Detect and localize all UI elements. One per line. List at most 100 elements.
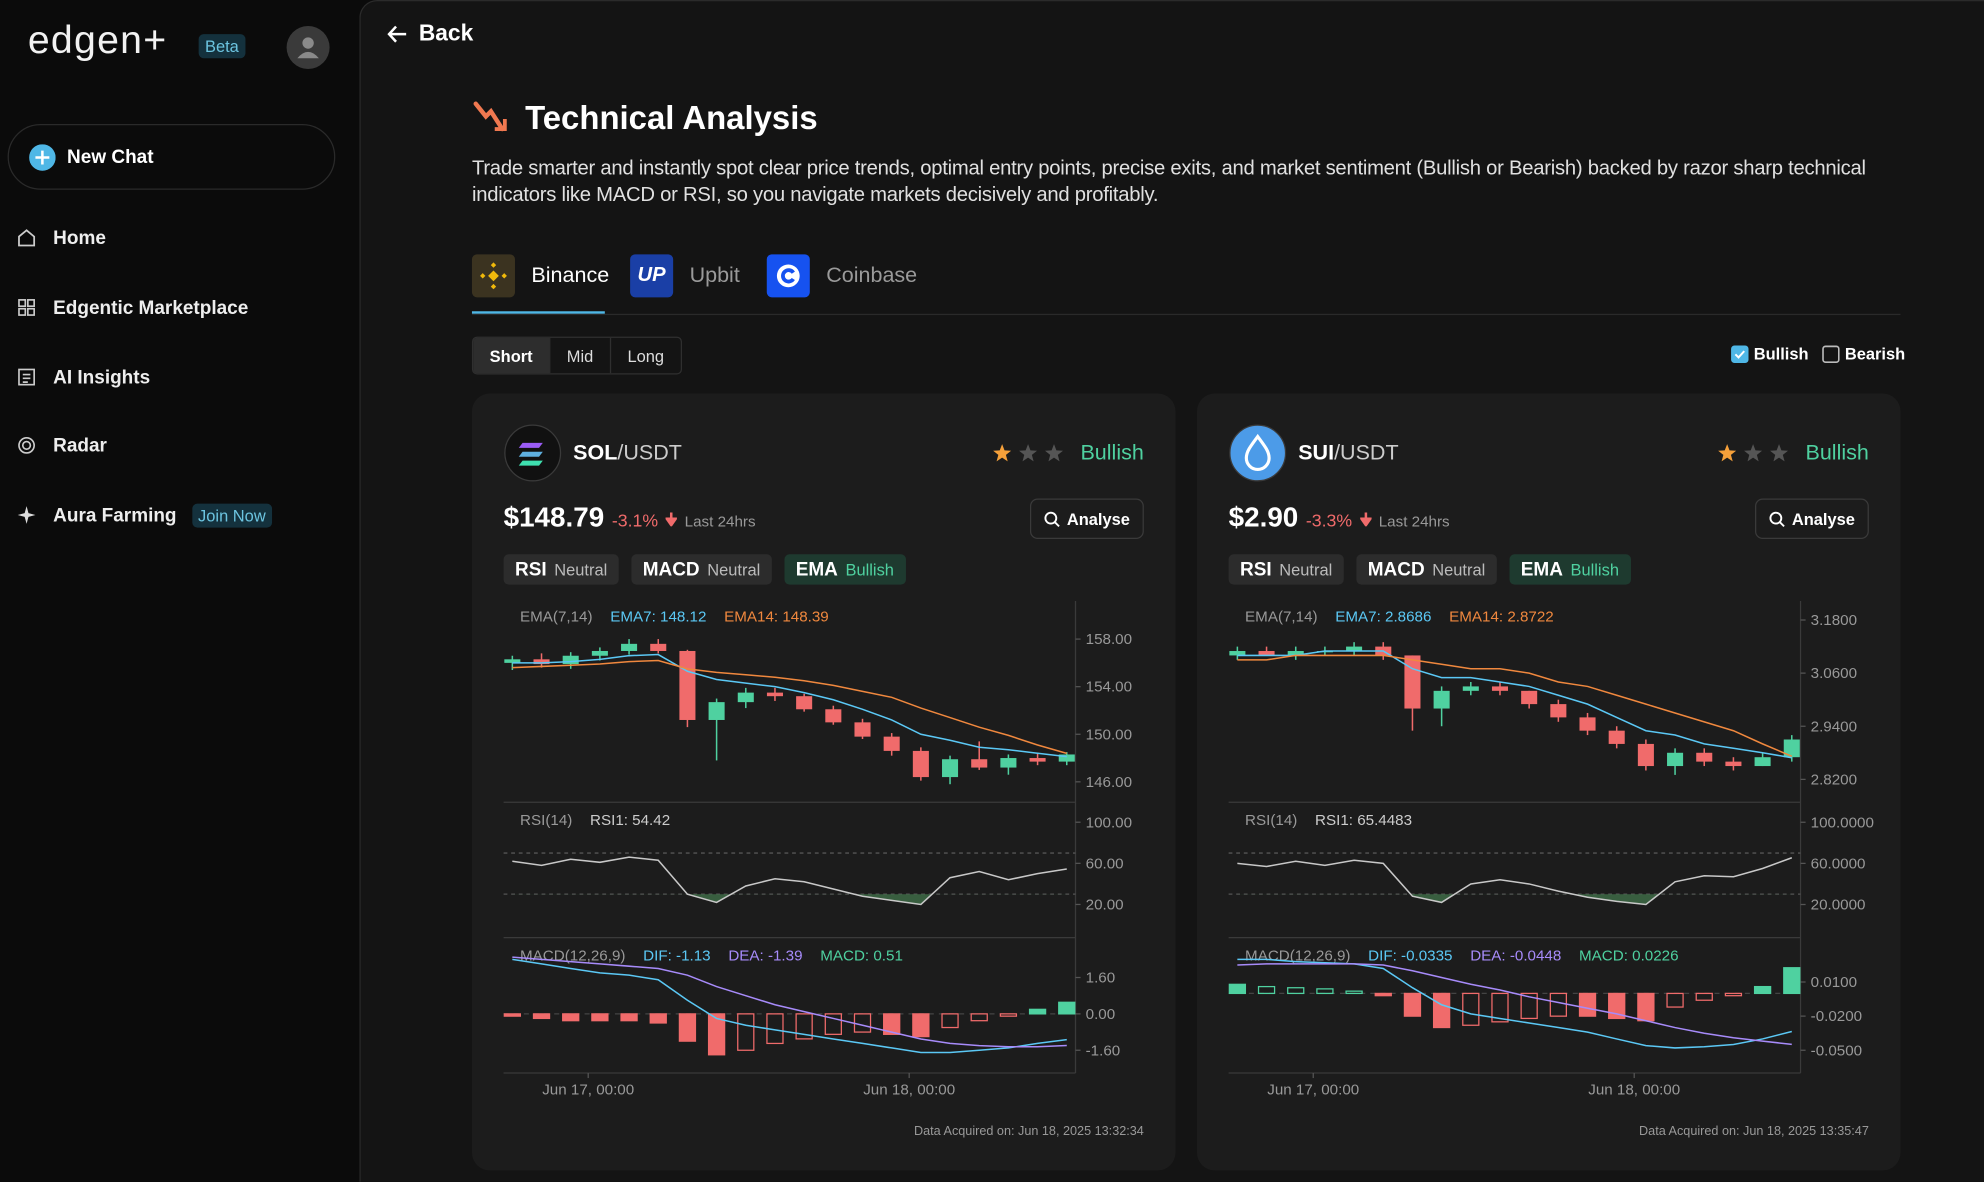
indicator-label: EMA(7,14) <box>520 608 593 625</box>
coin-bg <box>1229 424 1287 482</box>
filter-option[interactable]: Bullish <box>1731 344 1809 363</box>
ema7-line <box>512 653 1067 758</box>
nav-aura[interactable]: Aura Farming Join Now <box>15 496 273 534</box>
macd-bar <box>1520 992 1538 1020</box>
y-tick-label: 2.8200 <box>1811 771 1857 788</box>
tab-indicator <box>471 311 605 314</box>
macd-bar <box>795 1013 813 1040</box>
down-arrow <box>1359 512 1372 527</box>
macd-bar <box>1287 987 1305 995</box>
macd-bar <box>620 1013 638 1022</box>
macd-bar <box>824 1013 842 1035</box>
y-tick-label: 0.00 <box>1086 1006 1116 1023</box>
indicator-label: MACD: 0.51 <box>820 947 903 964</box>
candle-body <box>1696 752 1713 762</box>
join-badge[interactable]: Join Now <box>191 502 273 528</box>
tab-label: Upbit <box>689 263 740 288</box>
title-icon <box>473 101 507 132</box>
indicator-label: EMA14: 148.39 <box>724 608 829 625</box>
new-chat-button[interactable]: New Chat <box>7 124 336 190</box>
analyse-label: Analyse <box>1791 509 1855 529</box>
tab-label: Coinbase <box>826 263 918 288</box>
timeframe-option[interactable]: Long <box>609 337 681 374</box>
down-arrow <box>665 512 678 527</box>
candle-body <box>971 759 988 768</box>
tag-name: MACD <box>1367 558 1425 581</box>
tab-binance[interactable]: Binance <box>471 254 610 298</box>
indicator-label: RSI(14) <box>520 812 572 829</box>
star <box>1743 444 1762 462</box>
tab-label: Binance <box>531 263 610 288</box>
price-period: Last 24hrs <box>1378 512 1450 531</box>
handle <box>1779 520 1785 527</box>
macd-bar <box>1403 992 1422 1017</box>
star <box>1718 444 1737 462</box>
back-button[interactable]: Back <box>386 20 473 47</box>
nav-marketplace[interactable]: Edgentic Marketplace <box>15 288 248 326</box>
nav-insights[interactable]: AI Insights <box>15 358 150 396</box>
macd-bar <box>883 1013 901 1035</box>
macd-bar <box>1432 992 1451 1029</box>
binance-logo <box>471 254 515 298</box>
macd-bar <box>532 1013 551 1020</box>
y-tick-label: -0.0200 <box>1811 1008 1862 1025</box>
y-tick-label: -0.0500 <box>1811 1042 1862 1059</box>
nav-radar[interactable]: Radar <box>15 426 107 464</box>
checkbox <box>1731 344 1749 363</box>
tag-name: RSI <box>1240 558 1272 581</box>
macd-bar <box>1345 990 1363 995</box>
avatar[interactable] <box>286 25 330 69</box>
tab-upbit[interactable]: UP Upbit <box>630 254 740 298</box>
handle <box>1054 520 1060 527</box>
search-icon <box>1044 511 1060 527</box>
filter-option[interactable]: Bearish <box>1822 344 1905 363</box>
checkbox-box <box>1731 344 1749 363</box>
timeframe-option[interactable]: Mid <box>549 337 610 374</box>
dif-line <box>512 958 1067 1054</box>
new-chat-label: New Chat <box>67 146 154 168</box>
pair-card: SUI/USDT Bullish $2.90 -3.3% Last 24hrs Analy… <box>1196 393 1901 1171</box>
doc-icon <box>18 368 35 386</box>
pair-name: SUI/USDT <box>1298 440 1398 465</box>
checkmark <box>1734 349 1745 359</box>
y-tick-label: 60.0000 <box>1811 855 1866 872</box>
y-tick-label: 1.60 <box>1086 970 1116 987</box>
pair-base: SUI <box>1298 440 1335 465</box>
indicator-label: DEA: -1.39 <box>728 947 802 964</box>
price-change: -3.1% <box>611 509 659 531</box>
indicator-label: RSI1: 54.42 <box>590 812 670 829</box>
analyse-button[interactable]: Analyse <box>1755 498 1869 540</box>
timeframe-option[interactable]: Short <box>473 337 550 374</box>
nav-home[interactable]: Home <box>15 219 106 257</box>
candle-body <box>621 643 638 651</box>
rating-row: Bullish <box>1717 440 1869 465</box>
home-icon <box>18 229 36 247</box>
tag-status: Neutral <box>707 559 761 579</box>
candle-body <box>1287 651 1304 656</box>
candle-body <box>591 650 608 656</box>
ema14-line <box>512 659 1067 755</box>
ema14-line <box>1237 654 1793 757</box>
analyse-label: Analyse <box>1066 509 1130 529</box>
star <box>993 444 1011 462</box>
analyse-button[interactable]: Analyse <box>1030 498 1144 540</box>
sparkle-icon <box>17 506 36 524</box>
logo[interactable]: edgen+ <box>27 17 168 63</box>
arrow <box>1359 512 1372 527</box>
indicator-label: RSI(14) <box>1245 812 1297 829</box>
y-tick-label: 150.00 <box>1086 726 1132 743</box>
indicator-label: DEA: -0.0448 <box>1470 947 1561 964</box>
y-tick-label: 154.00 <box>1086 679 1132 696</box>
macd-bar <box>1228 983 1247 995</box>
tab-coinbase[interactable]: Coinbase <box>766 254 918 298</box>
star <box>1018 444 1037 462</box>
candle-body <box>1725 761 1742 767</box>
indicator-label: MACD: 0.0226 <box>1579 947 1679 964</box>
filter-label: Bearish <box>1844 344 1906 364</box>
nav-label: Edgentic Marketplace <box>53 296 249 319</box>
price-period: Last 24hrs <box>684 512 756 531</box>
candle-body <box>650 643 667 651</box>
x-tick-label: Jun 18, 00:00 <box>863 1081 955 1098</box>
y-tick-label: -1.60 <box>1086 1042 1121 1059</box>
candle-body <box>562 655 579 665</box>
